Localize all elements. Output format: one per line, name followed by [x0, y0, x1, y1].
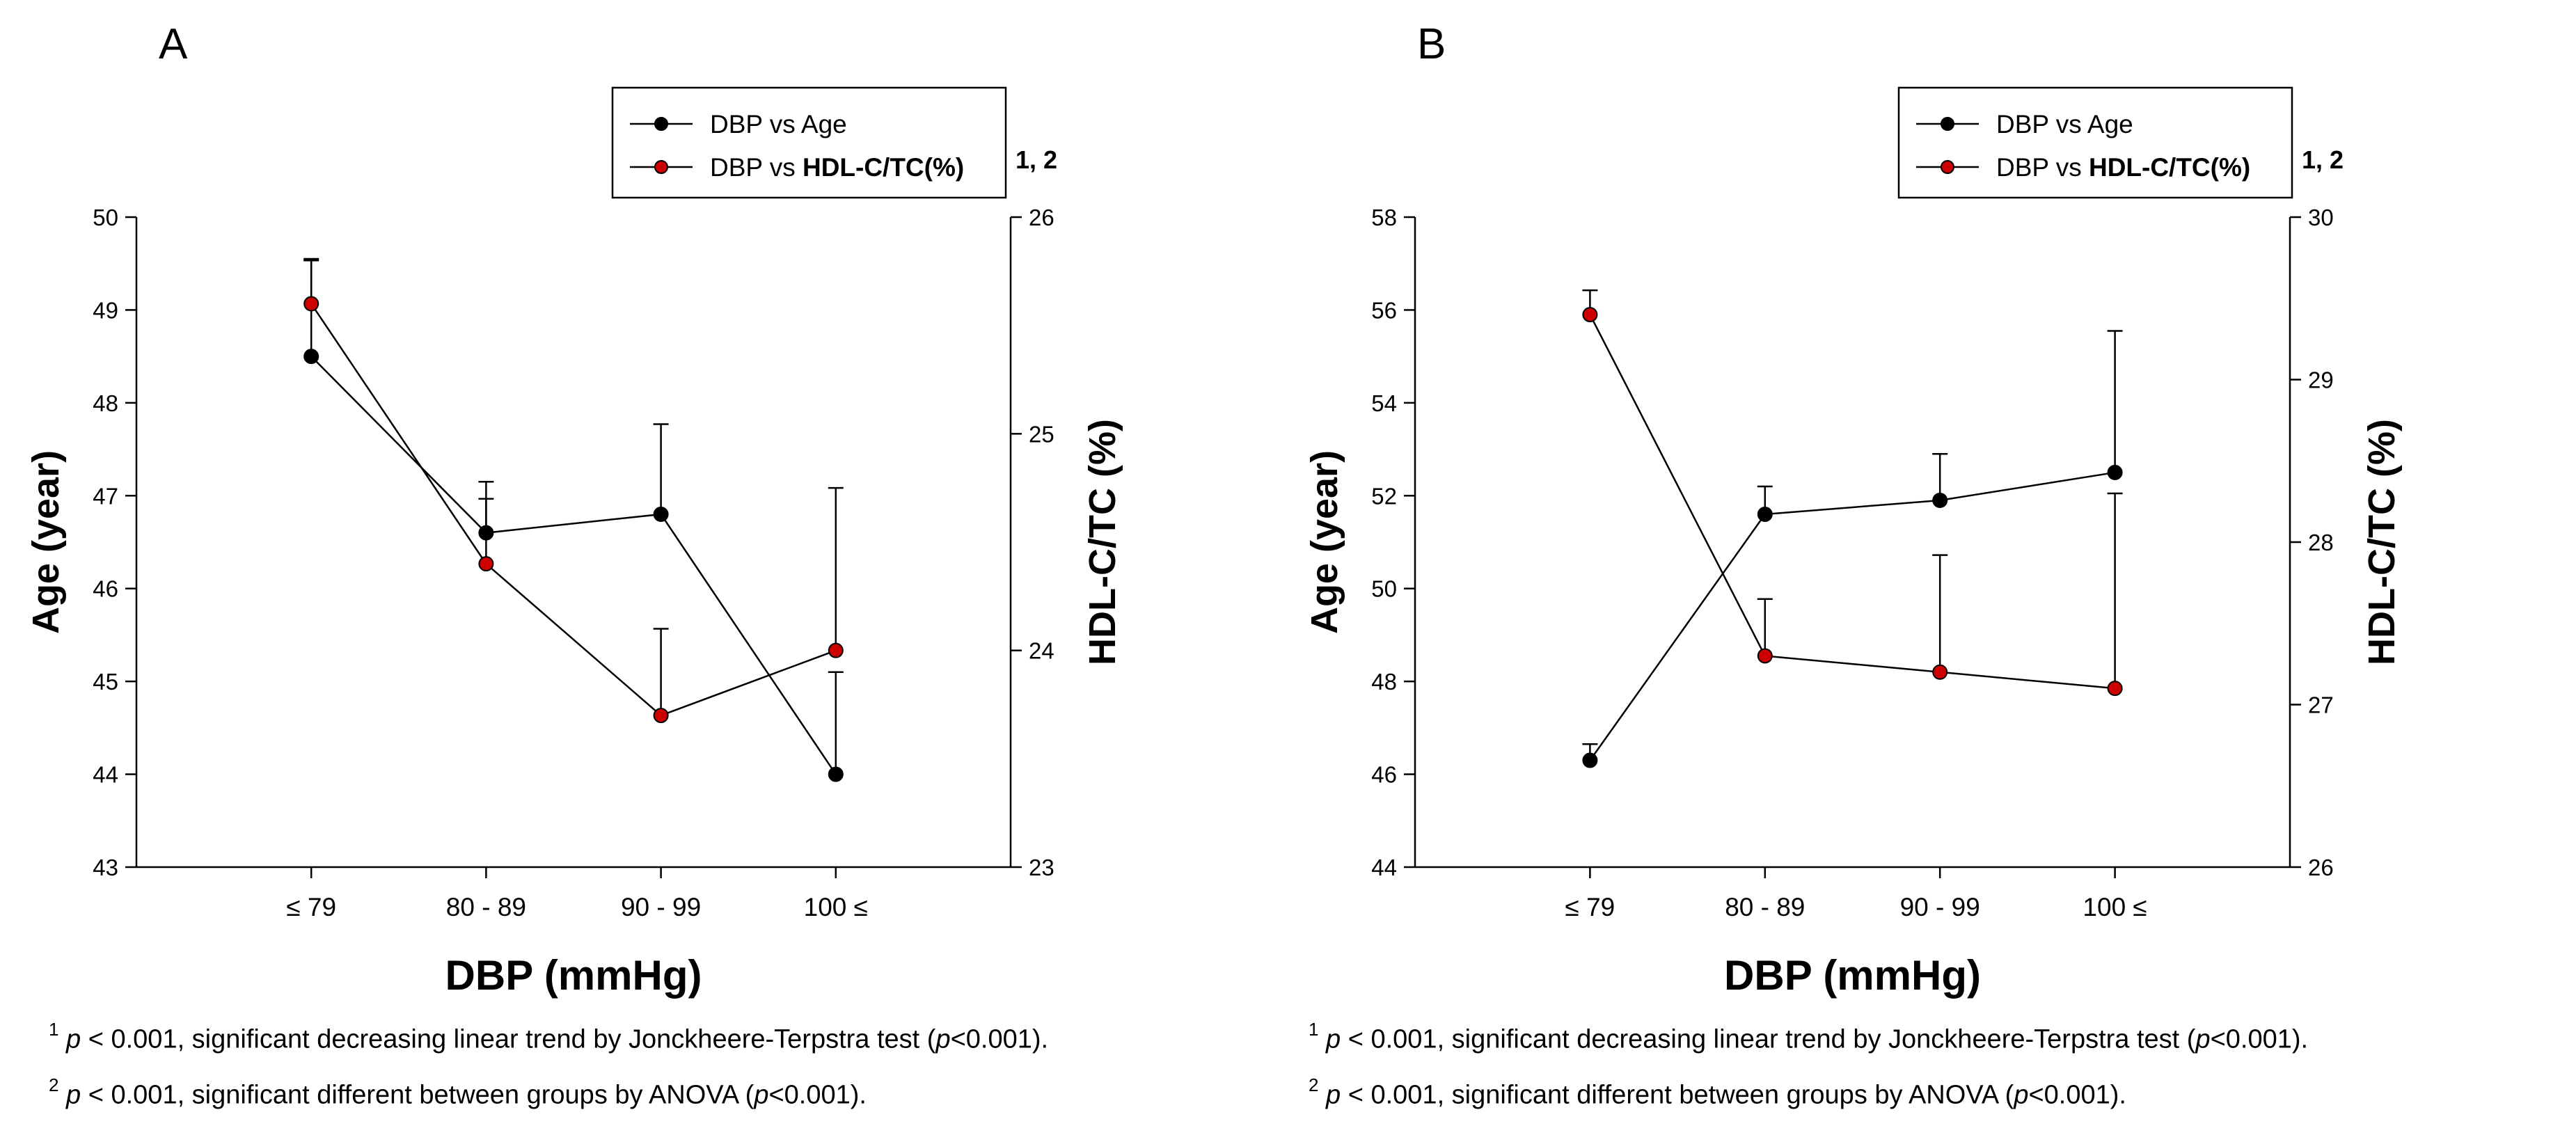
chart-b: 44 46 48 50 52 54 56 58 26 27 28 29 30 ≤ 79 80 - 89 90 … — [1304, 86, 2403, 999]
data-point-2 — [303, 296, 319, 312]
series-line-2 — [1589, 314, 2115, 690]
data-point-2 — [828, 642, 844, 658]
legend-label-bold: HDL-C/TC(%) — [803, 153, 964, 182]
x-tick-label: ≤ 79 — [1565, 893, 1615, 921]
y2-axis-title: HDL-C/TC (%) — [2361, 419, 2403, 665]
y-tick-label: 48 — [93, 390, 118, 416]
legend-label-prefix: DBP vs — [710, 153, 803, 182]
y-tick-label: 44 — [1371, 855, 1397, 880]
legend-label-bold: HDL-C/TC(%) — [2089, 153, 2250, 182]
legend-marker — [1941, 117, 1954, 131]
x-tick-label: 100 ≤ — [804, 893, 868, 921]
x-axis-title: DBP (mmHg) — [1724, 952, 1981, 999]
y2-tick-label: 26 — [2308, 855, 2334, 880]
x-tick-label: 90 - 99 — [1900, 893, 1980, 921]
y2-tick-label: 27 — [2308, 692, 2334, 718]
footnote-a-2: 2 p < 0.001, significant different betwe… — [49, 1074, 867, 1110]
footnote-b-2: 2 p < 0.001, significant different betwe… — [1309, 1074, 2126, 1110]
y-tick-label: 50 — [1371, 576, 1397, 602]
y2-axis-title: HDL-C/TC (%) — [1082, 419, 1123, 665]
y2-tick-label: 28 — [2308, 530, 2334, 555]
x-tick-label: ≤ 79 — [286, 893, 336, 921]
data-point-1 — [828, 766, 844, 782]
legend-superscript: 1, 2 — [2302, 145, 2344, 174]
y-tick-label: 46 — [93, 576, 118, 602]
y-tick-label: 52 — [1371, 483, 1397, 509]
data-point-2 — [1932, 664, 1948, 680]
legend-superscript: 1, 2 — [1016, 145, 1057, 174]
data-point-1 — [303, 349, 319, 365]
y2-tick-label: 24 — [1029, 638, 1054, 664]
y-axis-title: Age (year) — [1304, 450, 1345, 634]
data-point-1 — [1757, 506, 1773, 522]
legend-marker — [654, 117, 668, 131]
data-point-2 — [2107, 681, 2123, 697]
y-tick-label: 58 — [1371, 205, 1397, 230]
y-tick-label: 54 — [1371, 390, 1397, 416]
panel-label-b: B — [1417, 20, 1446, 68]
legend-label-hdl: DBP vs HDL-C/TC(%) — [1996, 153, 2250, 182]
y-tick-label: 47 — [93, 483, 118, 509]
x-tick-label: 90 - 99 — [621, 893, 701, 921]
data-point-2 — [478, 556, 494, 572]
y-tick-label: 50 — [93, 205, 118, 230]
legend-label-hdl: DBP vs HDL-C/TC(%) — [710, 153, 964, 182]
y2-tick-label: 30 — [2308, 205, 2334, 230]
y2-tick-label: 25 — [1029, 421, 1054, 447]
series-line-2 — [310, 303, 837, 717]
series-line-1 — [310, 356, 837, 775]
y2-tick-label: 29 — [2308, 367, 2334, 393]
data-point-1 — [1582, 752, 1598, 768]
footnote-b-1: 1 p < 0.001, significant decreasing line… — [1309, 1019, 2309, 1054]
legend-marker — [1941, 160, 1954, 174]
series-line-1 — [1589, 471, 2115, 761]
chart-a: 43 44 45 46 47 48 49 50 23 24 25 26 ≤ 79 80 - 89 90 - … — [25, 86, 1123, 999]
data-point-2 — [1757, 648, 1773, 664]
y-tick-label: 56 — [1371, 297, 1397, 323]
legend-label-age: DBP vs Age — [710, 110, 847, 138]
legend-box — [611, 86, 1007, 199]
legend-label-prefix: DBP vs — [1996, 153, 2089, 182]
y2-tick-label: 26 — [1029, 205, 1054, 230]
y2-tick-label: 23 — [1029, 855, 1054, 880]
data-point-1 — [2107, 464, 2123, 480]
legend-label-age: DBP vs Age — [1996, 110, 2133, 138]
y-tick-label: 48 — [1371, 669, 1397, 695]
y-tick-label: 44 — [93, 762, 118, 788]
x-tick-label: 80 - 89 — [446, 893, 526, 921]
legend-marker — [654, 160, 668, 174]
y-tick-label: 45 — [93, 669, 118, 695]
x-axis-title: DBP (mmHg) — [445, 952, 702, 999]
x-tick-label: 100 ≤ — [2083, 893, 2147, 921]
panel-label-a: A — [159, 20, 188, 68]
y-tick-label: 49 — [93, 297, 118, 323]
data-point-1 — [653, 506, 669, 522]
data-point-2 — [1582, 307, 1598, 323]
footnote-a-1: 1 p < 0.001, significant decreasing line… — [49, 1019, 1049, 1054]
x-tick-label: 80 - 89 — [1725, 893, 1805, 921]
y-tick-label: 46 — [1371, 762, 1397, 788]
y-axis-title: Age (year) — [25, 450, 67, 634]
data-point-2 — [653, 708, 669, 724]
legend-box — [1897, 86, 2293, 199]
data-point-1 — [1932, 492, 1948, 508]
y-tick-label: 43 — [93, 855, 118, 880]
